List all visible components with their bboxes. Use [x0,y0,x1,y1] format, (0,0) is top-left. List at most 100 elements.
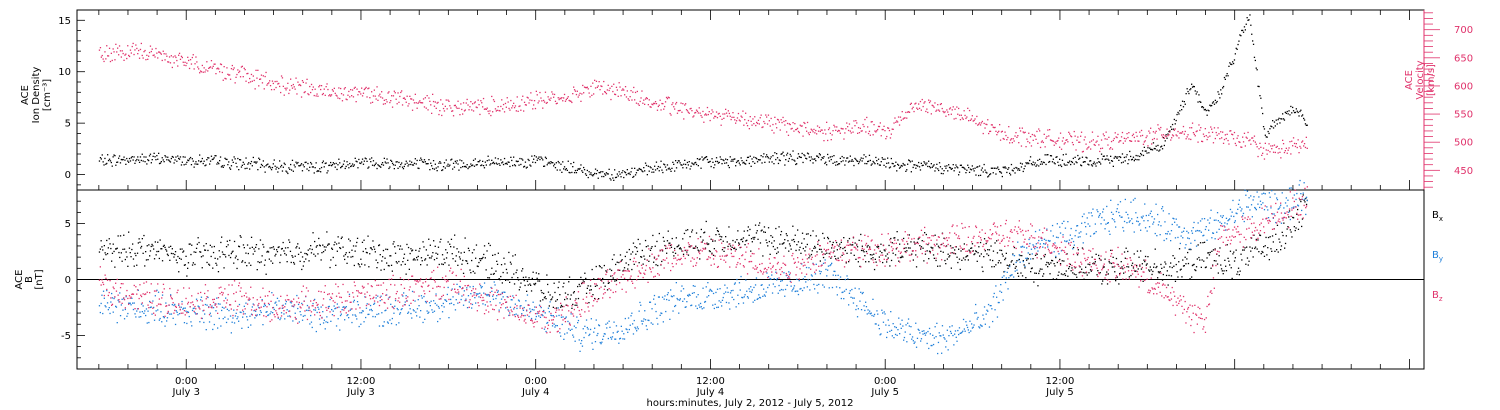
by-point [478,296,480,298]
density-point [1178,113,1180,115]
velocity-point [856,122,858,124]
bx-point [676,246,678,248]
density-point [861,160,863,162]
velocity-point [940,103,942,105]
bx-point [1212,264,1214,266]
velocity-point [1108,136,1110,138]
velocity-point [472,103,474,105]
bx-point [1305,203,1308,206]
density-point [1262,112,1264,115]
by-point [263,305,265,308]
bx-point [270,260,272,262]
by-point [329,298,331,301]
bx-point [424,259,426,261]
bx-point [386,248,389,251]
by-point [684,306,686,308]
velocity-point [1186,136,1188,138]
by-point [538,315,540,317]
bx-point [132,258,135,260]
density-point [655,161,658,163]
density-point [931,166,933,168]
by-point [234,315,237,317]
density-point [370,161,372,163]
density-point [936,163,938,165]
density-point [367,167,369,169]
velocity-point [999,139,1002,141]
bx-point [1134,270,1136,272]
by-point [451,288,453,290]
bx-point [861,245,863,247]
density-point [149,153,152,155]
density-point [504,163,507,165]
bx-point [636,250,639,253]
bx-point [867,244,869,247]
velocity-point [376,86,378,88]
by-point [309,323,311,325]
density-point [953,170,955,172]
velocity-point [1227,139,1229,142]
velocity-point [927,111,929,114]
velocity-point [336,95,338,97]
density-point [615,176,618,178]
bx-point [164,246,166,249]
velocity-point [650,106,652,108]
bx-point [980,253,982,255]
density-point [1104,158,1106,161]
bx-point [585,292,588,294]
density-point [1189,89,1191,91]
by-point [572,336,575,338]
density-point [202,162,204,165]
velocity-point [548,98,550,100]
density-point [1217,91,1219,93]
density-point [372,160,375,162]
velocity-point [1237,135,1239,137]
bx-point [249,247,251,249]
bx-point [834,255,836,257]
velocity-point [439,110,441,112]
velocity-point [878,125,881,128]
bx-point [1106,271,1108,273]
density-point [399,166,401,168]
velocity-point [1305,136,1307,138]
velocity-point [117,47,119,49]
velocity-point [958,107,960,110]
density-point [986,172,988,174]
bx-point [310,245,312,247]
density-point [912,166,914,169]
density-point [792,150,794,152]
density-point [593,174,595,176]
velocity-point [408,103,410,105]
velocity-point [1158,127,1160,130]
velocity-point [1132,133,1135,135]
velocity-point [649,106,651,108]
by-point [154,295,156,297]
bx-point [212,267,214,269]
density-point [1038,165,1040,167]
density-point [635,172,638,174]
velocity-point [875,131,877,133]
density-point [729,156,731,158]
bx-point [360,258,362,260]
velocity-point [1078,141,1080,143]
by-point [196,313,198,315]
by-point [566,332,568,334]
bx-point [174,253,176,256]
bx-point [1108,261,1110,263]
velocity-point [1245,136,1247,138]
velocity-point [371,101,374,103]
velocity-point [103,60,105,63]
density-point [668,167,670,169]
velocity-point [777,119,780,121]
bx-point [738,242,740,244]
density-point [972,168,974,170]
velocity-point [300,96,303,98]
velocity-point [1235,144,1237,147]
by-point [419,316,421,318]
velocity-point [627,98,629,100]
velocity-point [741,116,743,118]
by-point [630,315,632,317]
velocity-point [285,89,287,91]
bx-point [569,298,571,300]
density-point [629,173,631,176]
bx-point [715,234,717,236]
